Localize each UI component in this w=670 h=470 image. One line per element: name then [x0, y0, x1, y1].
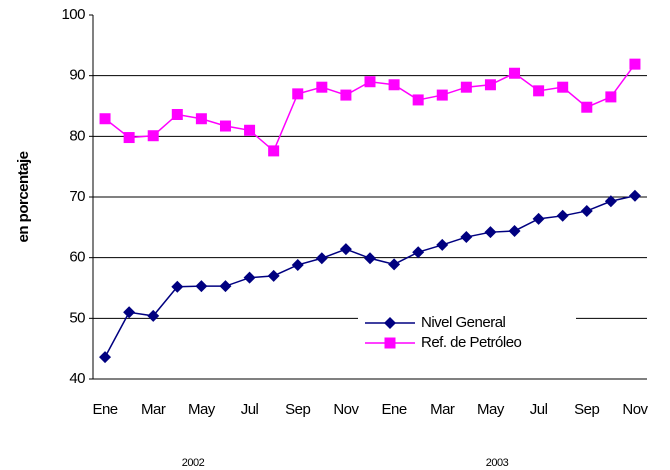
marker — [123, 306, 136, 319]
y-tick-label: 50 — [69, 309, 85, 326]
marker — [268, 145, 280, 157]
x-tick-label: Nov — [333, 401, 359, 418]
marker — [147, 309, 160, 322]
marker — [171, 108, 183, 120]
x-tick-label: May — [188, 401, 216, 418]
y-tick-label: 60 — [69, 249, 85, 266]
x-tick-label: Jul — [241, 401, 259, 418]
marker — [460, 231, 473, 244]
marker — [388, 79, 400, 91]
marker — [340, 89, 352, 101]
marker — [604, 195, 617, 208]
x-tick-label: Ene — [381, 401, 406, 418]
marker — [412, 94, 424, 106]
marker — [315, 252, 328, 265]
y-tick-label: 40 — [69, 370, 85, 387]
legend: Nivel General Ref. de Petróleo — [358, 310, 576, 358]
marker — [509, 67, 521, 79]
marker — [508, 224, 521, 237]
marker — [460, 81, 472, 93]
marker — [364, 252, 376, 265]
marker — [171, 280, 184, 293]
x-tick-label: Sep — [285, 401, 310, 418]
marker — [243, 271, 256, 284]
legend-label: Ref. de Petróleo — [421, 334, 522, 351]
group-label: 2002 — [182, 457, 205, 469]
marker — [532, 212, 545, 225]
marker — [484, 226, 497, 239]
marker — [557, 81, 569, 93]
x-tick-label: Ene — [92, 401, 117, 418]
marker — [412, 246, 425, 259]
x-tick-label: May — [477, 401, 505, 418]
marker — [364, 76, 376, 88]
marker — [291, 258, 304, 271]
marker — [629, 58, 641, 70]
marker — [123, 132, 135, 144]
marker — [436, 238, 449, 251]
marker — [316, 81, 328, 93]
marker — [339, 243, 352, 256]
marker — [556, 209, 569, 222]
marker — [581, 101, 593, 113]
marker — [384, 317, 396, 329]
marker — [244, 124, 256, 136]
x-tick-label: Nov — [622, 401, 648, 418]
marker — [484, 79, 496, 91]
x-tick-label: Mar — [430, 401, 455, 418]
legend-label: Nivel General — [421, 314, 506, 331]
marker — [533, 85, 545, 97]
marker — [436, 89, 448, 101]
y-tick-label: 70 — [69, 188, 85, 205]
marker — [147, 130, 159, 142]
y-tick-label: 80 — [69, 127, 85, 144]
marker — [580, 204, 593, 217]
marker — [292, 88, 304, 100]
legend-box — [358, 310, 576, 358]
marker — [605, 91, 617, 103]
marker — [219, 120, 231, 132]
y-tick-label: 100 — [61, 6, 85, 23]
marker — [99, 351, 112, 364]
marker — [384, 337, 396, 349]
y-axis-label: en porcentaje — [15, 151, 32, 242]
y-tick-label: 90 — [69, 67, 85, 84]
marker — [628, 189, 641, 202]
marker — [267, 269, 280, 282]
x-tick-label: Mar — [141, 401, 166, 418]
x-tick-label: Jul — [530, 401, 548, 418]
marker — [195, 113, 207, 125]
marker — [388, 258, 401, 271]
marker — [219, 280, 232, 293]
group-label: 2003 — [486, 457, 509, 469]
marker — [99, 113, 111, 125]
marker — [195, 280, 208, 293]
x-tick-label: Sep — [574, 401, 599, 418]
